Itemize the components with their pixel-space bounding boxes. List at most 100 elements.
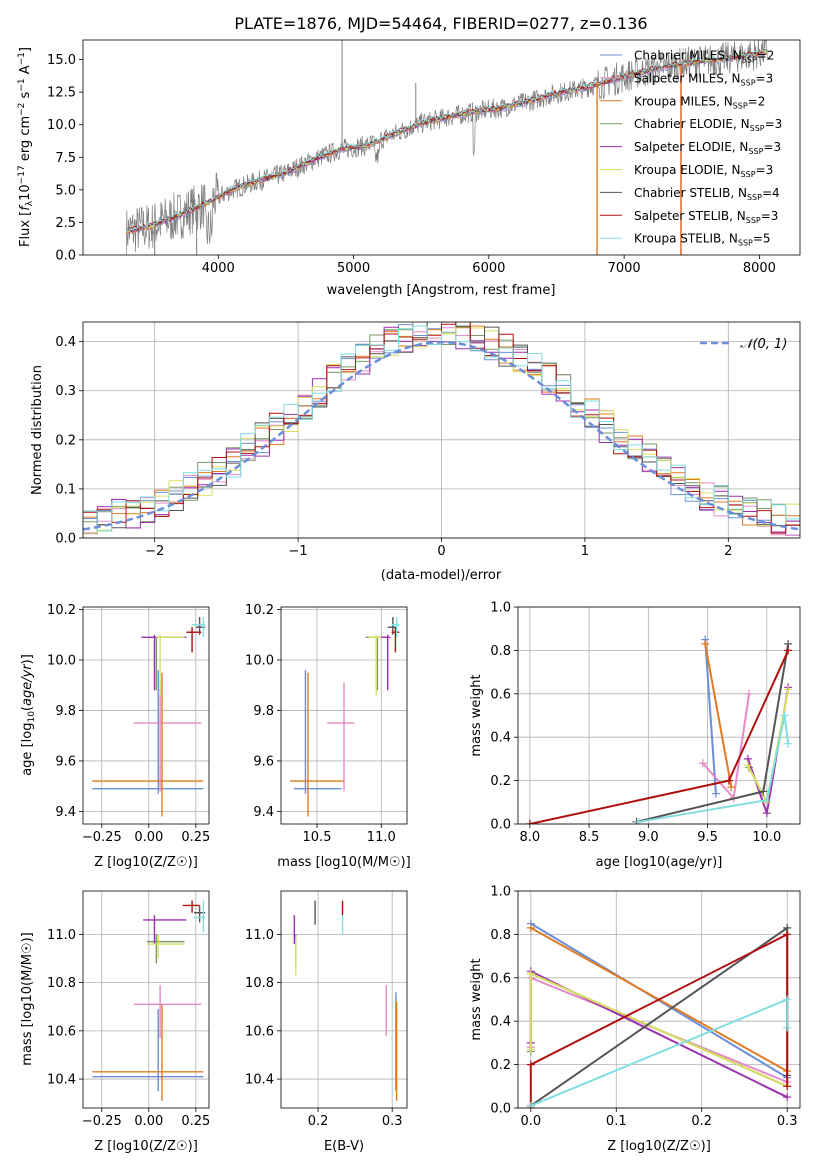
age_vs_mass-xtick-label: 10.5 (303, 830, 332, 845)
mass_vs_Z-frame (82, 890, 210, 1109)
massweight_vs_Z-ytick-label: 1.0 (490, 885, 511, 900)
age_vs_mass-frame (280, 606, 408, 825)
spectrum-plot-area (125, 40, 768, 255)
spectrum-ytick-label: 15.0 (47, 53, 76, 68)
age_vs_mass-ytick-label: 10.2 (245, 603, 274, 618)
residuals-ytick-label: 0.3 (55, 384, 76, 399)
age_vs_mass-plot-area (290, 617, 400, 817)
spectrum-xtick-label: 4000 (202, 261, 235, 276)
age_vs_Z-xtick-label: 0.25 (181, 830, 210, 845)
spectrum-legend: Chabrier MILES, NSSP=2 Salpeter MILES, NS… (600, 49, 782, 248)
legend-label: Salpeter ELODIE, NSSP=3 (634, 140, 781, 156)
massweight_vs_age-xlabel: age [log10(age/yr)] (596, 855, 723, 870)
massweight_vs_Z-ytick-label: 0.8 (490, 928, 511, 943)
residuals-ytick-label: 0.2 (55, 433, 76, 448)
mass_vs_ebv-xtick-label: 0.2 (308, 1114, 329, 1129)
residuals-xtick-label: −2 (145, 544, 164, 559)
massweight_vs_age-ytick-label: 0.8 (490, 644, 511, 659)
mass-Z-ylabel: mass [log10(M/M☉)] (20, 932, 35, 1065)
massweight_vs_age-panel: 8.0 8.5 9.0 9.5 10.0 0.0 0.2 0.4 0.6 0.8 1.0 age [l… (469, 601, 801, 870)
mass_vs_ebv-frame (280, 890, 408, 1109)
residuals-ytick-label: 0.0 (55, 532, 76, 547)
legend-label: Kroupa STELIB, NSSP=5 (634, 232, 771, 248)
age_vs_Z-frame (82, 606, 210, 825)
massweight-point (783, 1093, 792, 1102)
residuals-grid (83, 322, 800, 539)
figure-title: PLATE=1876, MJD=54464, FIBERID=0277, z=0… (234, 14, 647, 33)
massweight-point (745, 689, 754, 698)
residuals-ylabel: Normed distribution (30, 365, 45, 495)
massweight_vs_age-plot-area (525, 635, 793, 824)
mass_vs_Z-grid (83, 891, 209, 1108)
spectrum-model-line (125, 49, 768, 233)
massweight-point (762, 796, 771, 805)
massweight_vs_age-xtick-label: 10.0 (752, 830, 781, 845)
spectrum-xtick-label: 7000 (608, 261, 641, 276)
massweight_vs_Z-ylabel: mass weight (469, 958, 484, 1040)
massweight-line (530, 998, 789, 1107)
massweight-point (783, 995, 792, 1004)
massweight_vs_age-ytick-label: 0.2 (490, 774, 511, 789)
age_vs_Z-xtick-label: −0.25 (82, 830, 122, 845)
spectrum-ytick-label: 7.5 (55, 151, 76, 166)
massweight-point (762, 809, 771, 818)
mass_vs_Z-plot-area (92, 900, 206, 1101)
residuals-ytick-label: 0.4 (55, 335, 76, 350)
spectrum-ytick-label: 2.5 (55, 216, 76, 231)
mass_vs_ebv-panel: 0.2 0.3 10.4 10.6 10.8 11.0 E(B-V) (245, 890, 408, 1154)
massweight-point (698, 759, 707, 768)
massweight-point (526, 1045, 535, 1054)
massweight-line (529, 971, 788, 1088)
massweight-point (784, 739, 793, 748)
massweight_vs_age-ytick-label: 0.0 (490, 818, 511, 833)
massweight-point (783, 930, 792, 939)
residuals-xtick-label: 1 (581, 544, 589, 559)
spectrum-ytick-label: 0.0 (55, 249, 76, 264)
massweight-point (783, 1082, 792, 1091)
age_vs_Z-xtick-label: 0.00 (134, 830, 163, 845)
residuals-ytick-label: 0.1 (55, 482, 76, 497)
mass_vs_Z-xtick-label: −0.25 (82, 1114, 122, 1129)
age_vs_Z-ytick-label: 9.6 (55, 754, 76, 769)
massweight_vs_Z-xlabel: Z [log10(Z/Z☉)] (607, 1139, 711, 1154)
massweight_vs_age-xtick-label: 9.0 (638, 830, 659, 845)
mass_vs_Z-ytick-label: 10.6 (47, 1024, 76, 1039)
mass_vs_ebv-ytick-label: 10.8 (245, 976, 274, 991)
massweight-point (727, 783, 736, 792)
mass_vs_ebv-ytick-label: 10.4 (245, 1073, 274, 1088)
spectrum-xtick-label: 8000 (743, 261, 776, 276)
massweight-point (780, 711, 789, 720)
residuals-xtick-label: 2 (724, 544, 732, 559)
massweight_vs_Z-plot-area (526, 919, 792, 1108)
age_vs_Z-plot-area (92, 617, 206, 817)
legend-label: Chabrier ELODIE, NSSP=3 (634, 117, 782, 133)
massweight-point (526, 1101, 535, 1108)
massweight-point (525, 820, 534, 824)
massweight-point (724, 776, 733, 785)
massweight_vs_Z-frame (517, 890, 801, 1109)
residual-histogram (83, 325, 800, 538)
spectrum-panel: 4000 5000 6000 7000 8000 0.0 2.5 5.0 7.5 10.0 12.5… (17, 39, 801, 298)
massweight-line (704, 639, 717, 794)
residuals-panel: −2 −1 0 1 2 0.0 0.1 0.2 0.3 0.4 𝒩(0, 1) (data-model… (30, 321, 801, 583)
legend-label: Chabrier STELIB, NSSP=4 (634, 186, 780, 202)
mass-ebv-xlabel: E(B-V) (324, 1139, 364, 1154)
age_vs_Z-grid (83, 607, 209, 824)
mass_vs_Z-xtick-label: 0.00 (134, 1114, 163, 1129)
legend-label: Kroupa MILES, NSSP=2 (634, 94, 765, 110)
legend-label: Salpeter STELIB, NSSP=3 (634, 209, 778, 225)
panels: 4000 5000 6000 7000 80000.02.55.07.510.012.5… (17, 39, 801, 1154)
spectrum-xtick-label: 6000 (472, 261, 505, 276)
spectrum-ytick-label: 12.5 (47, 86, 76, 101)
age_vs_mass-ytick-label: 9.8 (253, 704, 274, 719)
spectrum-xtick-label: 5000 (337, 261, 370, 276)
massweight_vs_age-xtick-label: 9.5 (697, 830, 718, 845)
spectrum-xlabel: wavelength [Angstrom, rest frame] (327, 283, 556, 298)
age_vs_Z-panel: −0.25 0.00 0.25 9.4 9.6 9.8 10.0 10.2 Z [log10(Z… (20, 603, 210, 870)
spectrum-ylabel: Flux [fλ10−17 erg cm−2 s−1 A−1] (17, 47, 35, 247)
legend-label: Salpeter MILES, NSSP=3 (634, 71, 773, 87)
mass_vs_ebv-ytick-label: 10.6 (245, 1024, 274, 1039)
massweight_vs_age-ytick-label: 1.0 (490, 601, 511, 616)
age_vs_mass-xtick-label: 11.0 (367, 830, 396, 845)
